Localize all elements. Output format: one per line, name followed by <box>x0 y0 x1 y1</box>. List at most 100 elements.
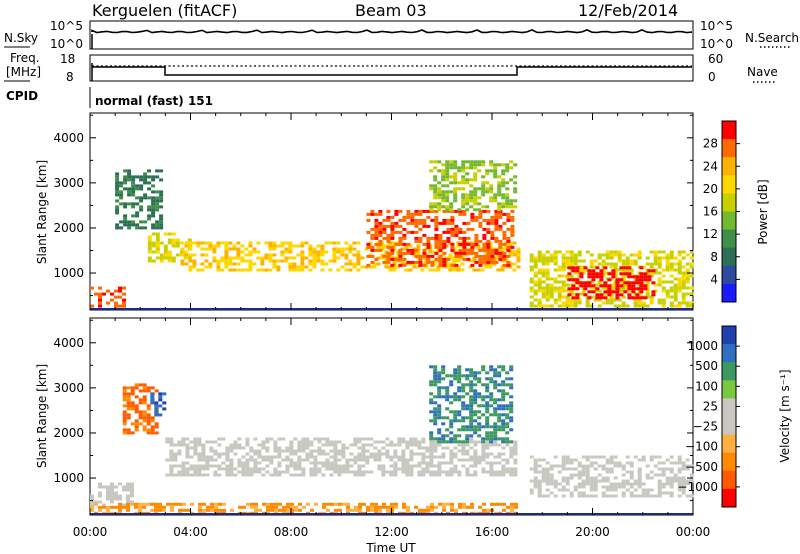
range-cell <box>637 476 642 480</box>
range-cell <box>421 467 426 471</box>
range-cell <box>232 268 237 272</box>
range-cell <box>631 281 636 285</box>
range-cell <box>274 505 278 509</box>
range-cell <box>617 461 622 465</box>
range-cell <box>122 419 127 423</box>
range-cell <box>657 488 662 492</box>
range-cell <box>681 298 686 302</box>
range-cell <box>285 464 290 468</box>
range-cell <box>293 464 298 468</box>
range-cell <box>365 461 370 465</box>
range-cell <box>147 235 152 239</box>
range-cell <box>167 256 172 260</box>
range-cell <box>366 245 371 249</box>
range-cell <box>485 383 490 387</box>
range-cell <box>264 241 269 245</box>
range-cell <box>445 190 450 194</box>
range-cell <box>390 224 395 228</box>
range-cell <box>478 248 483 252</box>
range-cell <box>561 268 566 272</box>
range-cell <box>473 419 478 423</box>
range-cell <box>639 296 644 300</box>
range-cell <box>453 196 458 200</box>
range-cell <box>245 470 250 474</box>
range-cell <box>301 440 306 444</box>
range-cell <box>402 218 407 222</box>
range-cell <box>445 434 450 438</box>
range-cell <box>481 425 486 429</box>
range-cell <box>337 464 342 468</box>
range-cell <box>569 274 574 278</box>
range-cell <box>425 461 430 465</box>
range-cell <box>170 505 174 509</box>
range-cell <box>537 256 542 260</box>
range-cell <box>589 286 594 290</box>
range-cell <box>533 476 538 480</box>
scatter-region <box>90 286 126 308</box>
range-cell <box>233 452 238 456</box>
range-cell <box>477 187 482 191</box>
range-cell <box>453 166 458 170</box>
range-cell <box>587 275 592 279</box>
range-cell <box>265 458 270 462</box>
range-cell <box>685 304 690 308</box>
range-cell <box>589 485 594 489</box>
range-cell <box>569 467 574 471</box>
range-cell <box>449 190 454 194</box>
range-cell <box>201 467 206 471</box>
range-cell <box>430 263 435 267</box>
range-cell <box>449 160 454 164</box>
range-cell <box>645 488 650 492</box>
range-cell <box>135 223 140 227</box>
range-cell <box>473 431 478 435</box>
range-cell <box>637 482 642 486</box>
range-cell <box>349 470 354 474</box>
range-cell <box>134 404 139 408</box>
range-cell <box>450 242 455 246</box>
range-cell <box>589 455 594 459</box>
range-cell <box>269 437 274 441</box>
range-cell <box>119 226 124 230</box>
range-cell <box>611 269 616 273</box>
colorbar-frame <box>721 325 737 508</box>
range-cell <box>245 440 250 444</box>
range-cell <box>481 413 486 417</box>
range-cell <box>241 473 246 477</box>
range-cell <box>513 440 518 444</box>
range-cell <box>445 166 450 170</box>
colorbar-tick-label: −100 <box>685 440 718 454</box>
range-cell <box>485 440 490 444</box>
range-cell <box>302 505 306 509</box>
range-cell <box>637 256 642 260</box>
range-cell <box>561 289 566 293</box>
range-cell <box>577 476 582 480</box>
range-cell <box>316 250 321 254</box>
range-cell <box>541 280 546 284</box>
range-cell <box>514 505 518 509</box>
range-cell <box>669 286 674 290</box>
range-cell <box>162 401 167 405</box>
range-cell <box>685 494 690 498</box>
range-cell <box>482 260 487 264</box>
range-cell <box>561 262 566 266</box>
range-cell <box>513 473 518 477</box>
range-cell <box>449 395 454 399</box>
range-cell <box>469 404 474 408</box>
range-cell <box>155 256 160 260</box>
range-cell <box>225 470 230 474</box>
range-cell <box>200 262 205 266</box>
range-cell <box>553 250 558 254</box>
range-cell <box>110 482 114 486</box>
range-cell <box>485 386 490 390</box>
range-cell <box>591 272 596 276</box>
range-cell <box>256 241 261 245</box>
range-cell <box>637 494 642 498</box>
range-cell <box>441 455 446 459</box>
range-cell <box>469 386 474 390</box>
range-cell <box>665 295 670 299</box>
range-cell <box>248 253 253 257</box>
range-cell <box>625 455 630 459</box>
range-cell <box>466 248 471 252</box>
range-cell <box>453 392 458 396</box>
